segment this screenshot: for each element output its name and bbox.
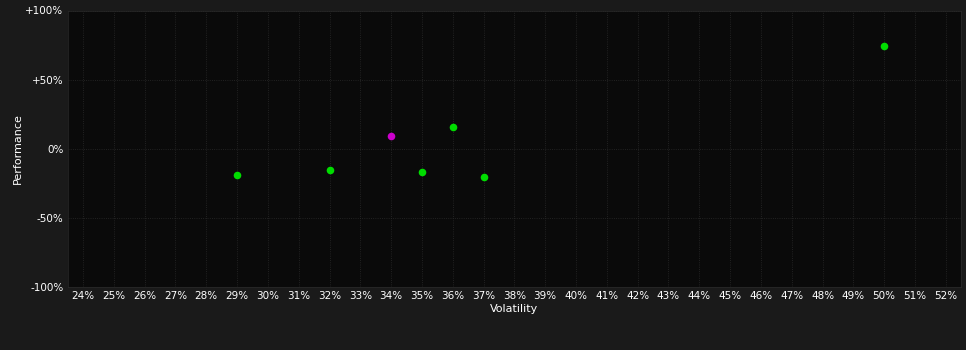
Point: [322, 167, 337, 173]
Point: [229, 172, 244, 178]
Point: [414, 169, 430, 175]
Point: [876, 44, 892, 49]
Y-axis label: Performance: Performance: [13, 113, 22, 184]
Point: [445, 125, 461, 130]
Point: [476, 174, 492, 180]
Point: [384, 133, 399, 138]
X-axis label: Volatility: Volatility: [491, 304, 538, 314]
